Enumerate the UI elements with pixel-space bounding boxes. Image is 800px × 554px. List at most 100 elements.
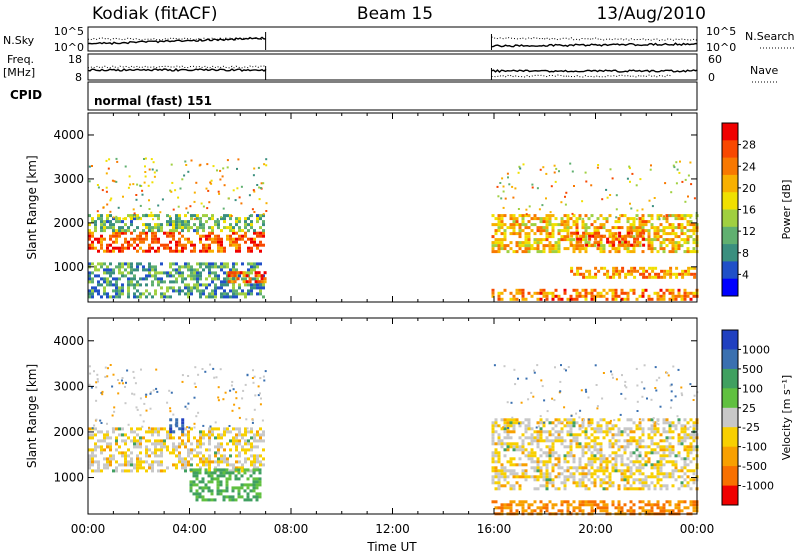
power-colorbar-swatch-0 [722, 123, 738, 141]
power-colorbar-swatch-7 [722, 244, 738, 262]
velocity-band-1 [189, 468, 262, 502]
power-ytick-label-3: 4000 [53, 128, 84, 142]
power-cbtick-label-3: 16 [742, 204, 756, 217]
nsearch-tick-bottom: 10^0 [706, 41, 736, 54]
beam-label: Beam 15 [357, 4, 433, 24]
velocity-band-2 [169, 418, 185, 434]
freq-label: Freq. [7, 53, 34, 66]
velocity-colorbar-swatch-6 [722, 446, 738, 467]
nsky-trace-2 [491, 42, 698, 48]
freq-traces [87, 65, 698, 80]
freq-panel [87, 53, 698, 81]
power-colorbar-swatch-9 [722, 278, 738, 297]
velocity-colorbar-swatch-7 [722, 466, 738, 486]
velocity-colorbar-swatch-5 [722, 427, 738, 448]
freq-tick-bottom: 8 [75, 71, 82, 84]
velocity-band-0 [88, 427, 265, 473]
x-tick-label-3: 12:00 [375, 522, 410, 536]
velocity-colorbar-swatch-4 [722, 407, 738, 428]
x-axis-title: Time UT [366, 540, 417, 554]
x-axis: 00:00 04:00 08:00 12:00 16:00 20:00 00:00 [71, 522, 715, 536]
power-colorbar-swatch-1 [722, 140, 738, 159]
velocity-ylabel: Slant Range [km] [25, 364, 39, 468]
nave-trace-1 [87, 65, 267, 69]
power-ytick-label-1: 2000 [53, 216, 84, 230]
nsky-trace-1 [88, 36, 266, 45]
velocity-band-3 [491, 418, 699, 491]
velocity-ytick-label-3: 4000 [53, 334, 84, 348]
velocity-frame [87, 317, 698, 515]
power-band-4 [491, 214, 699, 254]
freq-tick-top: 18 [68, 53, 82, 66]
power-colorbar-swatch-6 [722, 226, 738, 245]
power-cbtick-label-2: 12 [742, 225, 756, 238]
power-colorbar-swatch-2 [722, 157, 738, 176]
power-cells [88, 157, 699, 301]
nave-trace-2 [491, 74, 672, 78]
power-scatter [88, 157, 698, 221]
power-panel: 1000 2000 3000 4000 Slant Range [km] [25, 112, 699, 303]
nsearch-trace-2 [491, 36, 698, 42]
nsky-label: N.Sky [3, 34, 35, 47]
velocity-cbtick-label-1: 500 [742, 363, 763, 376]
freq-trace-2 [491, 69, 698, 73]
velocity-cbtick-label-3: 25 [742, 402, 756, 415]
nsearch-tick-top: 10^5 [706, 25, 736, 38]
nave-label: Nave [750, 64, 778, 77]
power-cbtick-label-0: 4 [742, 268, 749, 281]
velocity-cbtick-label-5: -100 [742, 441, 767, 454]
freq-unit: [MHz] [3, 66, 35, 79]
power-band-6 [570, 231, 646, 247]
power-ytick-label-0: 1000 [53, 260, 84, 274]
power-colorbar-swatch-5 [722, 209, 738, 228]
power-cbtick-label-5: 24 [742, 160, 756, 173]
velocity-colorbar-swatch-3 [722, 388, 738, 409]
power-band-7 [570, 266, 697, 279]
velocity-cells [88, 363, 699, 516]
velocity-cbtick-label-4: -25 [742, 421, 760, 434]
velocity-cbtick-label-6: -500 [742, 460, 767, 473]
nsky-tick-bottom: 10^0 [54, 41, 84, 54]
power-band-1 [88, 214, 265, 233]
power-cbtick-label-6: 28 [742, 139, 756, 152]
nave-tick-top: 60 [708, 53, 722, 66]
x-tick-label-1: 04:00 [172, 522, 207, 536]
x-tick-label-0: 00:00 [71, 522, 106, 536]
nsky-tick-top: 10^5 [54, 25, 84, 38]
velocity-colorbar-swatch-0 [722, 330, 738, 350]
power-cbtick-label-4: 20 [742, 182, 756, 195]
power-colorbar-swatch-4 [722, 192, 738, 210]
freq-trace-1 [87, 68, 267, 72]
power-colorbar-swatch-8 [722, 261, 738, 280]
cpid-panel [87, 81, 698, 111]
velocity-panel: 1000 2000 3000 4000 Slant Range [km] [25, 317, 699, 516]
nsearch-label: N.Search [745, 30, 795, 43]
power-ytick-label-2: 3000 [53, 172, 84, 186]
velocity-colorbar-swatch-2 [722, 368, 738, 389]
velocity-colorbar-label: Velocity [m s⁻¹] [780, 375, 793, 460]
x-tick-label-6: 00:00 [680, 522, 715, 536]
velocity-ytick-label-0: 1000 [53, 471, 84, 485]
velocity-cbtick-label-0: 1000 [742, 343, 770, 356]
velocity-ytick-label-1: 2000 [53, 425, 84, 439]
x-tick-label-2: 08:00 [274, 522, 309, 536]
velocity-ytick-label-2: 3000 [53, 379, 84, 393]
cpid-label: CPID [10, 88, 42, 102]
x-tick-label-5: 20:00 [578, 522, 613, 536]
power-cbtick-label-1: 8 [742, 247, 749, 260]
velocity-colorbar-swatch-1 [722, 349, 738, 370]
cpid-value: normal (fast) 151 [94, 94, 212, 108]
power-colorbar-swatch-3 [722, 174, 738, 193]
radar-title: Kodiak (fitACF) [92, 4, 218, 24]
nsky-traces [87, 32, 698, 50]
power-band-2 [88, 262, 265, 299]
velocity-colorbar-swatch-8 [722, 485, 738, 506]
velocity-colorbar-frame [721, 329, 739, 506]
velocity-cbtick-label-7: -1000 [742, 480, 774, 493]
velocity-colorbar: 1000 500 100 25 -25 -100 -500 -1000 Velocity [m … [721, 329, 793, 506]
velocity-scatter [88, 363, 699, 430]
power-ylabel: Slant Range [km] [25, 155, 39, 259]
power-colorbar-label: Power [dB] [780, 180, 793, 240]
power-band-0 [88, 231, 265, 253]
